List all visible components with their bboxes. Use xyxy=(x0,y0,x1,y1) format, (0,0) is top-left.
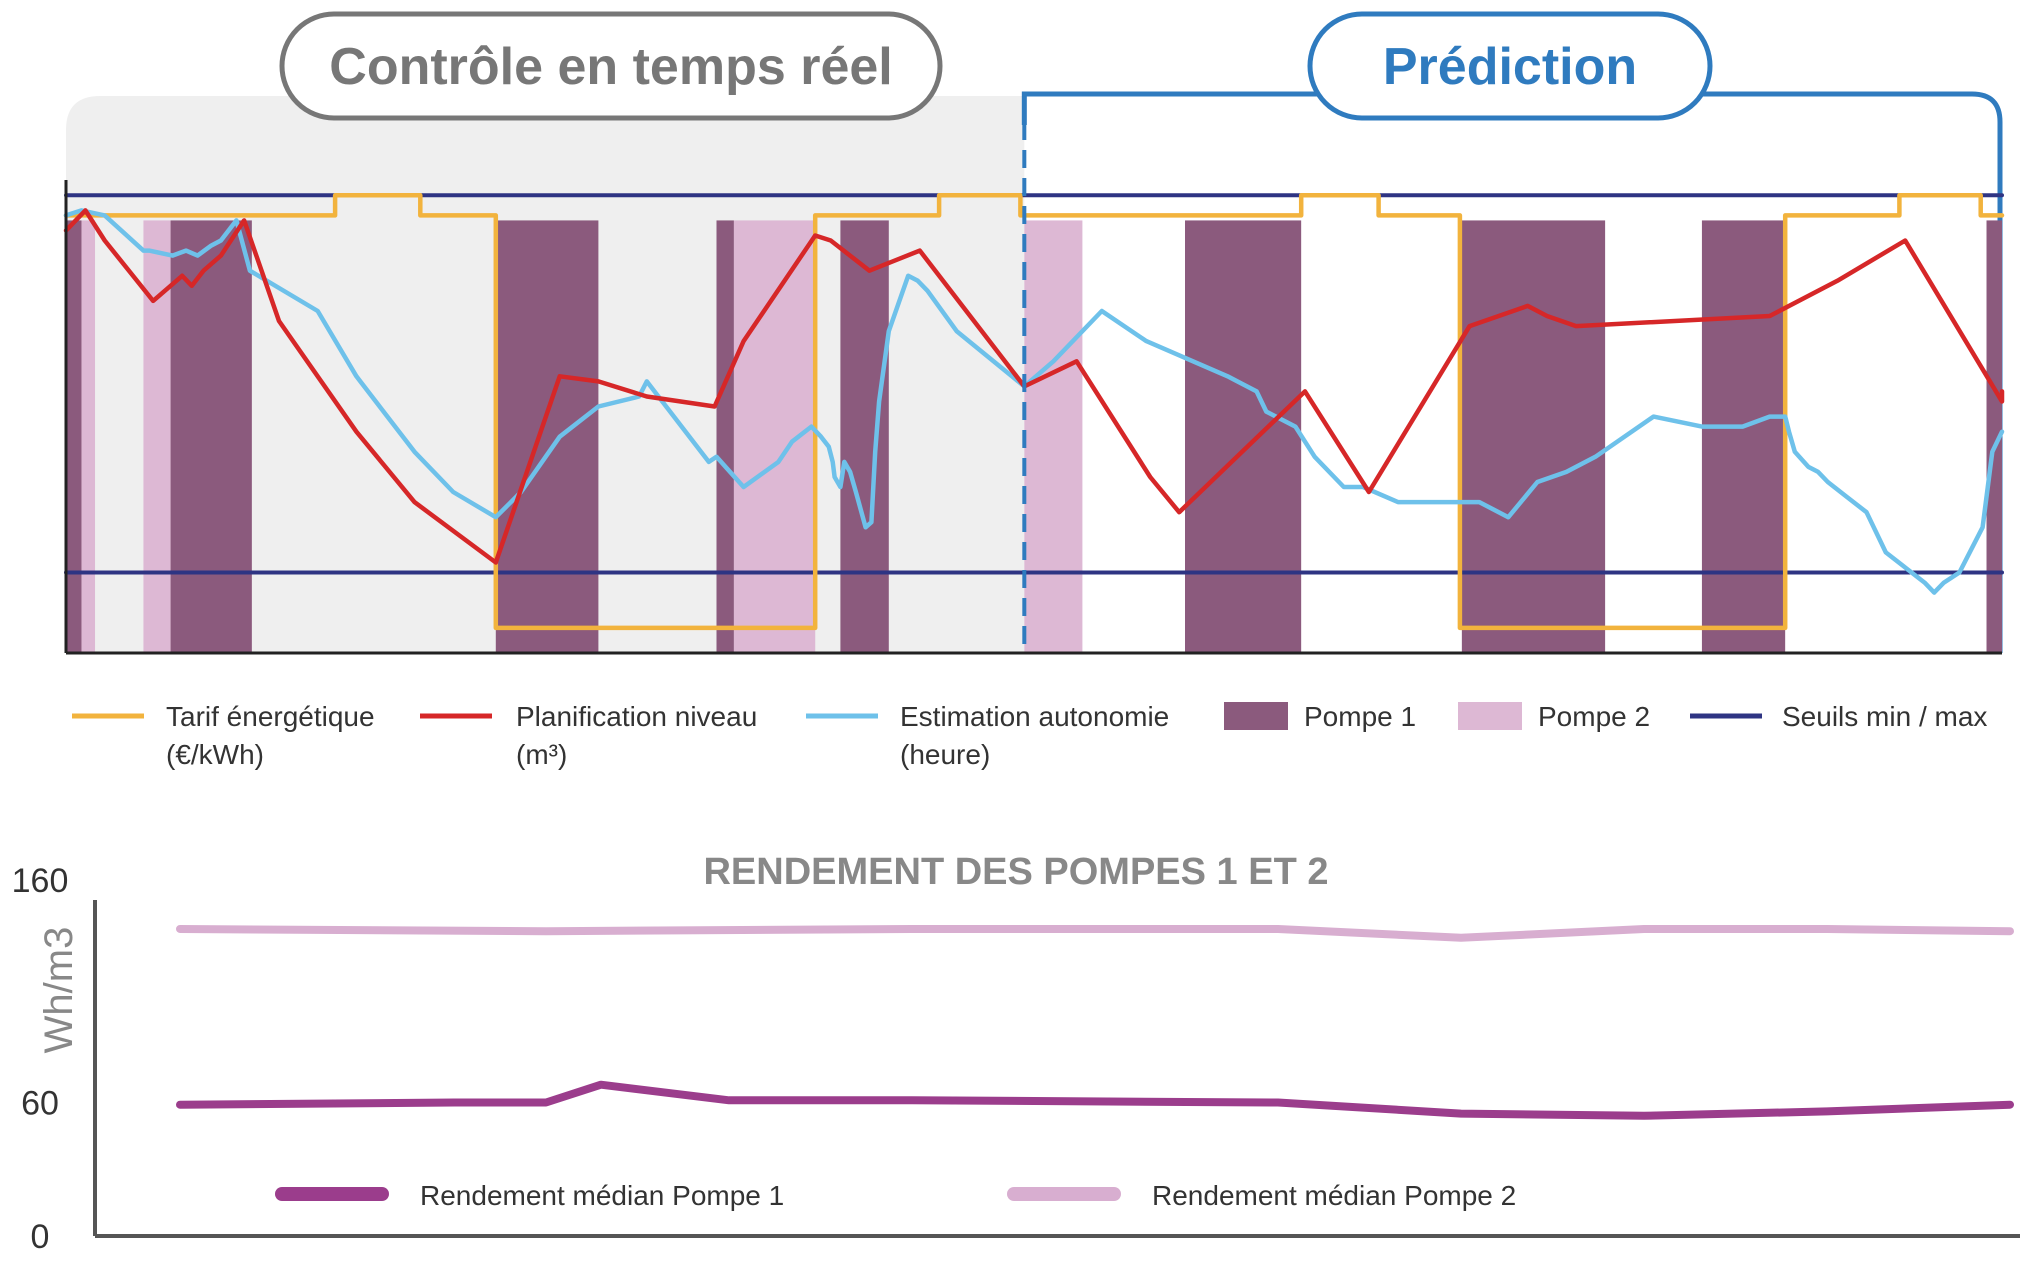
pompe1-bar xyxy=(716,220,734,654)
bottom-chart-series xyxy=(176,925,2014,1120)
prediction-pill-label: Prédiction xyxy=(1383,38,1637,96)
legend-label-seuils: Seuils min / max xyxy=(1782,701,1987,732)
bottom-y-axis-label: Wh/m3 xyxy=(37,927,81,1054)
legend-label-planification: Planification niveau xyxy=(516,701,757,732)
control-pill: Contrôle en temps réel xyxy=(279,11,943,121)
legend-label-rendement_p2: Rendement médian Pompe 2 xyxy=(1152,1180,1516,1211)
pompe1-bar xyxy=(1986,220,2002,654)
pompe2-bar xyxy=(1024,220,1083,654)
legend-label-rendement_p1: Rendement médian Pompe 1 xyxy=(420,1180,784,1211)
prediction-pill-box xyxy=(1307,11,1713,121)
rendement-p1-line xyxy=(176,1080,2014,1120)
estimation-line xyxy=(63,208,2005,595)
bottom-chart-title: RENDEMENT DES POMPES 1 ET 2 xyxy=(703,851,1328,893)
pompe2-bar xyxy=(81,220,96,654)
planification-line xyxy=(63,208,2005,565)
pompe2-bars xyxy=(81,220,1083,654)
top-legend: Tarif énergétique (€/kWh) Planification ni… xyxy=(72,701,1987,770)
control-pill-label: Contrôle en temps réel xyxy=(329,38,892,96)
control-pill-box xyxy=(279,11,943,121)
pompe1-bars xyxy=(66,220,2002,654)
legend-unit-planification: (m³) xyxy=(516,739,567,770)
y-tick-label: 0 xyxy=(31,1218,50,1256)
pompe1-bar xyxy=(170,220,252,654)
legend-unit-tarif: (€/kWh) xyxy=(166,739,264,770)
tarif-line xyxy=(63,193,2005,631)
top-chart-series xyxy=(63,193,2005,631)
pompe1-bar xyxy=(840,220,889,654)
pompe1-bar xyxy=(66,220,82,654)
bottom-legend: Rendement médian Pompe 1 Rendement médian… xyxy=(275,1180,1516,1211)
pompe2-bar xyxy=(733,220,816,654)
pompe1-bar xyxy=(1185,220,1302,654)
pompe2-bar xyxy=(143,220,171,654)
legend-unit-estimation: (heure) xyxy=(900,739,990,770)
pompe1-bar xyxy=(495,220,599,654)
bottom-y-ticks: 160 60 0 xyxy=(12,862,69,1256)
rendement-p2-line xyxy=(176,925,2014,942)
legend-swatch-pompe2 xyxy=(1458,702,1522,730)
prediction-section-frame xyxy=(1021,91,2003,653)
pompe1-bar xyxy=(1701,220,1786,654)
top-chart-axes xyxy=(64,180,2002,655)
legend-swatch-pompe1 xyxy=(1224,702,1288,730)
prediction-pill: Prédiction xyxy=(1307,11,1713,121)
y-tick-label: 160 xyxy=(12,862,69,900)
legend-label-tarif: Tarif énergétique xyxy=(166,701,375,732)
pompe1-bar xyxy=(1461,220,1606,654)
legend-label-estimation: Estimation autonomie xyxy=(900,701,1169,732)
legend-label-pompe1: Pompe 1 xyxy=(1304,701,1416,732)
bottom-chart: RENDEMENT DES POMPES 1 ET 2 Wh/m3 160 60 0… xyxy=(12,851,2020,1256)
y-tick-label: 60 xyxy=(21,1085,59,1123)
legend-label-pompe2: Pompe 2 xyxy=(1538,701,1650,732)
